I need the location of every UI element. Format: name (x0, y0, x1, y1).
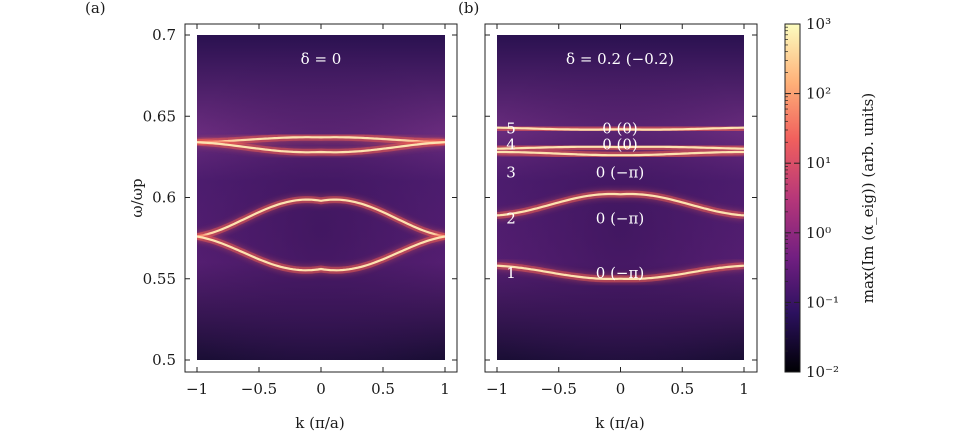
band-phase-4: 0 (0) (602, 136, 638, 154)
colorbar-label: max(Im (α_eig)) (arb. units) (859, 93, 877, 303)
band-lines-a (197, 133, 445, 274)
band-number-1: 1 (506, 264, 516, 282)
colorbar-ticks: 10⁻² 10⁻¹ 10⁰ 10¹ 10² 10³ (785, 15, 839, 381)
colorbar-tick-label: 10⁻¹ (806, 293, 839, 311)
band-line-a-1 (197, 235, 445, 272)
x-tick-label: 0.5 (670, 380, 694, 398)
annotation-b: δ = 0.2 (−0.2) (566, 50, 674, 68)
band-line-b-2 (497, 150, 744, 157)
x-tick-label: 1 (739, 380, 749, 398)
colorbar-tick-label: 10⁻² (806, 363, 839, 381)
annotation-a: δ = 0 (301, 50, 342, 68)
y-tick-label: 0.6 (152, 189, 176, 207)
band-labels-b: 1 0 (−π) 2 0 (−π) 3 0 (−π) 4 0 (0) 5 0 (0) (506, 119, 644, 282)
y-tick-label: 0.7 (152, 26, 176, 44)
colorbar-tick-label: 10³ (806, 15, 831, 33)
x-tick-label: 1 (440, 380, 450, 398)
x-tick-label: 0 (316, 380, 326, 398)
y-tick-label: 0.5 (152, 351, 176, 369)
band-line-b-1 (497, 192, 744, 217)
x-tick-label: −0.5 (241, 380, 277, 398)
y-tick-label: 0.65 (143, 107, 176, 125)
x-tick-label: −1 (186, 380, 208, 398)
band-number-2: 2 (506, 210, 516, 228)
colorbar-tick-label: 10¹ (806, 154, 831, 172)
y-tick-label: 0.55 (143, 270, 176, 288)
colorbar-gradient (784, 23, 801, 373)
panel-label-b: (b) (458, 0, 479, 17)
x-axis-label-b: k (π/a) (595, 414, 644, 432)
ticks-b: −1 −0.5 0 0.5 1 (485, 24, 757, 398)
panel-label-a: (a) (85, 0, 106, 17)
band-number-5: 5 (506, 119, 516, 137)
panel-a: −1 −0.5 0 0.5 1 0.5 0.55 0.6 0.65 0.7 (a) δ = 0 k… (85, 0, 458, 432)
band-number-4: 4 (506, 136, 516, 154)
y-axis-label: ω/ωp (128, 178, 146, 217)
ticks-a: −1 −0.5 0 0.5 1 0.5 0.55 0.6 0.65 0.7 (143, 24, 457, 398)
band-phase-1: 0 (−π) (596, 264, 644, 282)
band-lines-b (497, 124, 744, 283)
colorbar-tick-label: 10⁰ (806, 224, 831, 242)
band-line-a-3 (197, 141, 445, 154)
band-line-b-0 (497, 264, 744, 280)
band-phase-2: 0 (−π) (596, 210, 644, 228)
band-line-b-3 (497, 145, 744, 150)
panel-b: −1 −0.5 0 0.5 1 1 0 (−π) 2 0 (−π) 3 0 (−π) 4 0 (0) 5… (458, 0, 758, 432)
x-axis-label-a: k (π/a) (295, 414, 344, 432)
band-line-b-4 (497, 126, 744, 131)
band-line-a-2 (197, 136, 445, 144)
colorbar-tick-label: 10² (806, 85, 831, 103)
band-phase-5: 0 (0) (602, 119, 638, 137)
colorbar: 10⁻² 10⁻¹ 10⁰ 10¹ 10² 10³ max(Im (α_eig)) (ar… (784, 15, 877, 381)
band-line-a-0 (197, 198, 445, 238)
x-tick-label: −1 (486, 380, 508, 398)
band-phase-3: 0 (−π) (596, 163, 644, 181)
x-tick-label: −0.5 (541, 380, 577, 398)
x-tick-label: 0 (616, 380, 626, 398)
band-number-3: 3 (506, 163, 516, 181)
x-tick-label: 0.5 (371, 380, 395, 398)
